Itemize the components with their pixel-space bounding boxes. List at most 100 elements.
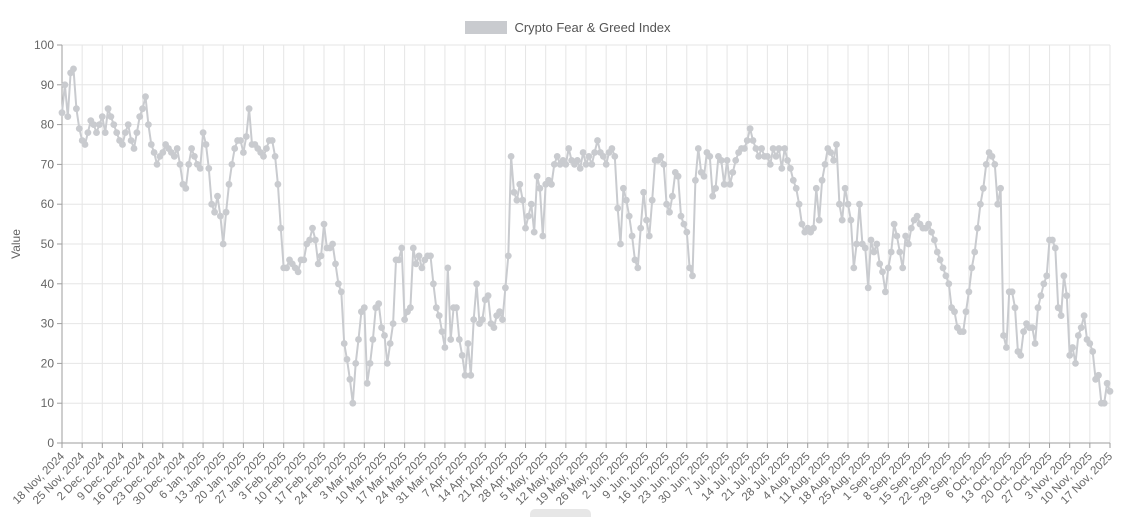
data-point	[764, 153, 771, 160]
data-point	[879, 268, 886, 276]
data-point	[1100, 399, 1108, 407]
data-point	[746, 125, 754, 132]
data-point	[692, 176, 699, 184]
data-point	[617, 240, 624, 248]
data-point	[772, 153, 780, 160]
data-point	[700, 172, 708, 180]
data-point	[84, 129, 92, 137]
data-point	[467, 371, 475, 379]
data-point	[755, 153, 763, 160]
data-point	[643, 216, 650, 224]
data-point	[70, 65, 77, 73]
data-point	[1063, 292, 1071, 300]
data-point	[836, 200, 843, 208]
data-point	[458, 352, 466, 359]
data-point	[219, 240, 227, 248]
data-point	[870, 248, 878, 256]
data-point	[455, 336, 463, 343]
data-point	[225, 180, 233, 188]
data-point	[844, 200, 852, 208]
data-point	[913, 212, 921, 220]
partial-control[interactable]	[530, 509, 591, 517]
data-point	[625, 212, 633, 220]
data-point	[585, 153, 593, 160]
data-point	[337, 288, 345, 296]
data-point	[533, 172, 541, 180]
data-point	[611, 153, 619, 160]
data-point	[332, 260, 339, 268]
data-point	[398, 244, 406, 252]
data-point	[907, 224, 915, 232]
data-point	[1080, 312, 1088, 319]
data-point	[720, 180, 728, 188]
data-point	[634, 264, 642, 272]
data-point	[706, 153, 714, 160]
data-point	[349, 399, 357, 407]
data-point	[202, 141, 210, 148]
y-tick-label: 30	[41, 317, 55, 331]
data-point	[614, 204, 622, 212]
data-point	[602, 161, 610, 168]
data-point	[173, 145, 181, 152]
data-point	[363, 379, 371, 387]
data-point	[896, 248, 904, 256]
data-point	[205, 165, 213, 172]
data-point	[620, 184, 627, 192]
data-point	[726, 180, 734, 188]
data-point	[119, 141, 126, 148]
data-point	[484, 292, 492, 300]
data-point	[499, 316, 506, 323]
data-point	[884, 264, 892, 272]
data-point	[928, 228, 935, 236]
data-point	[588, 161, 596, 168]
data-point	[121, 129, 129, 137]
data-point	[1095, 371, 1102, 379]
data-point	[931, 236, 938, 244]
data-point	[729, 169, 737, 176]
legend-label: Crypto Fear & Greed Index	[514, 20, 671, 35]
data-point	[680, 220, 688, 228]
data-point	[582, 161, 590, 168]
data-point	[479, 316, 486, 323]
data-point	[810, 224, 817, 232]
data-point	[90, 121, 98, 128]
data-point	[784, 157, 791, 164]
data-point	[381, 332, 388, 339]
data-point	[971, 248, 979, 256]
data-point	[1003, 344, 1010, 351]
y-tick-label: 70	[41, 157, 55, 171]
data-point	[821, 161, 829, 168]
data-point	[939, 264, 947, 272]
data-point	[127, 137, 135, 144]
data-point	[902, 232, 909, 240]
data-point	[1000, 332, 1007, 339]
data-point	[61, 81, 69, 89]
data-point	[217, 212, 224, 220]
data-point	[150, 149, 158, 156]
data-point	[153, 161, 161, 168]
data-point	[622, 196, 630, 204]
data-point	[741, 145, 748, 152]
data-point	[847, 216, 855, 224]
data-point	[795, 200, 803, 208]
data-point	[631, 256, 639, 264]
data-point	[1057, 312, 1065, 319]
data-point	[778, 165, 786, 172]
data-point	[453, 304, 460, 312]
data-point	[608, 145, 616, 152]
data-point	[271, 153, 279, 160]
data-point	[882, 288, 889, 296]
data-point	[75, 125, 83, 132]
data-point	[274, 180, 282, 188]
legend[interactable]: Crypto Fear & Greed Index	[0, 21, 1136, 34]
data-point	[959, 328, 967, 335]
data-point	[427, 252, 434, 260]
data-point	[113, 129, 121, 137]
data-point	[418, 264, 426, 272]
data-point	[594, 137, 601, 144]
data-point	[663, 200, 670, 208]
data-point	[1103, 379, 1111, 387]
data-point	[833, 141, 840, 148]
